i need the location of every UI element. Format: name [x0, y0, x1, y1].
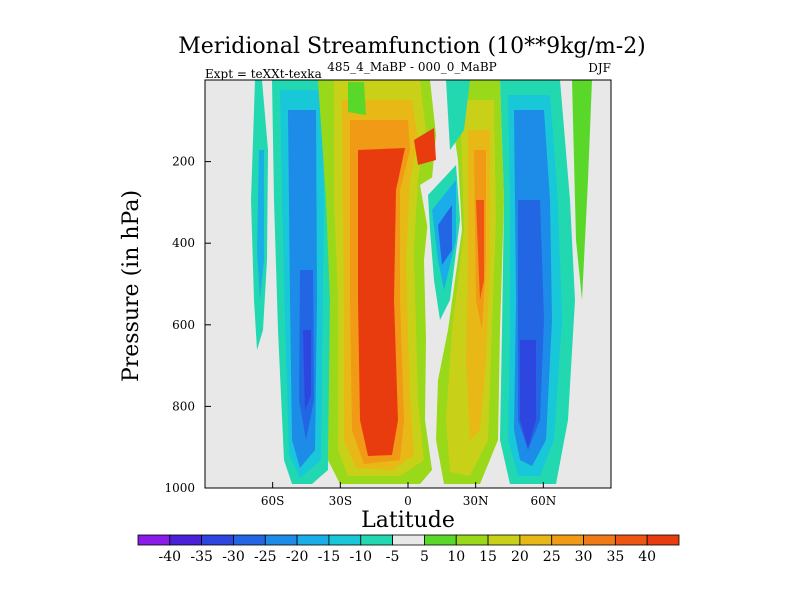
x-axis-label: Latitude — [361, 508, 455, 533]
plot-area — [204, 79, 612, 489]
y-tick-group: 200 400 600 800 1000 — [164, 155, 211, 495]
contour-sh-hadley-green-tip — [348, 82, 366, 115]
contour-fields — [251, 80, 592, 484]
chart-title: Meridional Streamfunction (10**9kg/m-2) — [178, 34, 646, 59]
x-tick-label: 30S — [329, 494, 353, 508]
colorbar-label: -15 — [318, 549, 341, 565]
colorbar-swatch — [169, 534, 203, 546]
colorbar-label: 30 — [575, 549, 593, 565]
chart-subtitle-right: DJF — [588, 61, 611, 75]
y-tick-label: 1000 — [164, 481, 195, 495]
y-tick-label: 600 — [172, 318, 195, 332]
colorbar-swatch — [646, 534, 680, 546]
colorbar-swatch — [424, 534, 457, 546]
colorbar-swatch — [551, 534, 584, 546]
contour-equatorial-blue — [438, 205, 452, 265]
colorbar-label: -30 — [222, 549, 245, 565]
y-tick-label: 400 — [172, 236, 195, 250]
colorbar-swatch — [519, 534, 553, 546]
x-tick-group: 60S 30S 0 30N 60N — [261, 482, 556, 508]
colorbar-swatch — [137, 534, 171, 546]
colorbar-swatch — [487, 534, 521, 546]
y-tick-label: 800 — [172, 399, 195, 413]
colorbar-label: -20 — [286, 549, 309, 565]
x-tick-label: 60N — [530, 494, 556, 508]
contour-sh-polar-blue — [257, 150, 264, 300]
chart-subtitle-center: 485_4_MaBP - 000_0_MaBP — [327, 60, 496, 74]
contour-sh-hadley-core — [358, 148, 405, 456]
colorbar-swatch — [455, 534, 489, 546]
colorbar-swatch — [328, 534, 362, 546]
x-tick-label: 0 — [404, 494, 412, 508]
colorbar-swatch — [233, 534, 266, 546]
x-axis: 60S 30S 0 30N 60N Latitude — [205, 482, 611, 533]
colorbar-label: -25 — [254, 549, 277, 565]
colorbar-swatch — [264, 534, 298, 546]
y-axis-label: Pressure (in hPa) — [119, 190, 144, 382]
contour-nh-band-teal-top — [446, 80, 470, 150]
colorbar-swatch — [392, 534, 425, 546]
colorbar: -40 -35 -30 -25 -20 -15 -10 -5 5 10 15 20 25 30 35 40 — [137, 534, 680, 565]
colorbar-label: -35 — [190, 549, 213, 565]
colorbar-label: 20 — [511, 549, 529, 565]
colorbar-label: 15 — [479, 549, 497, 565]
colorbar-label: -10 — [349, 549, 372, 565]
contour-nh-high-green — [572, 80, 592, 300]
contour-nh-neg-core — [520, 340, 536, 448]
y-tick-label: 200 — [172, 155, 195, 169]
contour-nh-band-core — [476, 200, 484, 300]
colorbar-label: 25 — [543, 549, 561, 565]
contour-equatorial-red-spot — [414, 128, 436, 165]
contour-nh-high-teal — [556, 160, 570, 330]
colorbar-swatch — [614, 534, 648, 546]
x-tick-label: 30N — [463, 494, 489, 508]
colorbar-swatch — [360, 534, 393, 546]
contour-sh-ferrel-core — [303, 330, 311, 410]
colorbar-label: -40 — [159, 549, 182, 565]
colorbar-label: 5 — [420, 549, 429, 565]
colorbar-label: -5 — [386, 549, 400, 565]
colorbar-label: 35 — [606, 549, 624, 565]
colorbar-label: 40 — [638, 549, 656, 565]
chart-subtitle-left: Expt = teXXt-texka — [205, 67, 322, 81]
colorbar-label: 10 — [447, 549, 465, 565]
x-tick-label: 60S — [261, 494, 285, 508]
colorbar-swatch — [201, 534, 234, 546]
y-axis: 200 400 600 800 1000 Pressure (in hPa) — [119, 80, 211, 495]
colorbar-swatch — [296, 534, 330, 546]
colorbar-swatch — [583, 534, 616, 546]
